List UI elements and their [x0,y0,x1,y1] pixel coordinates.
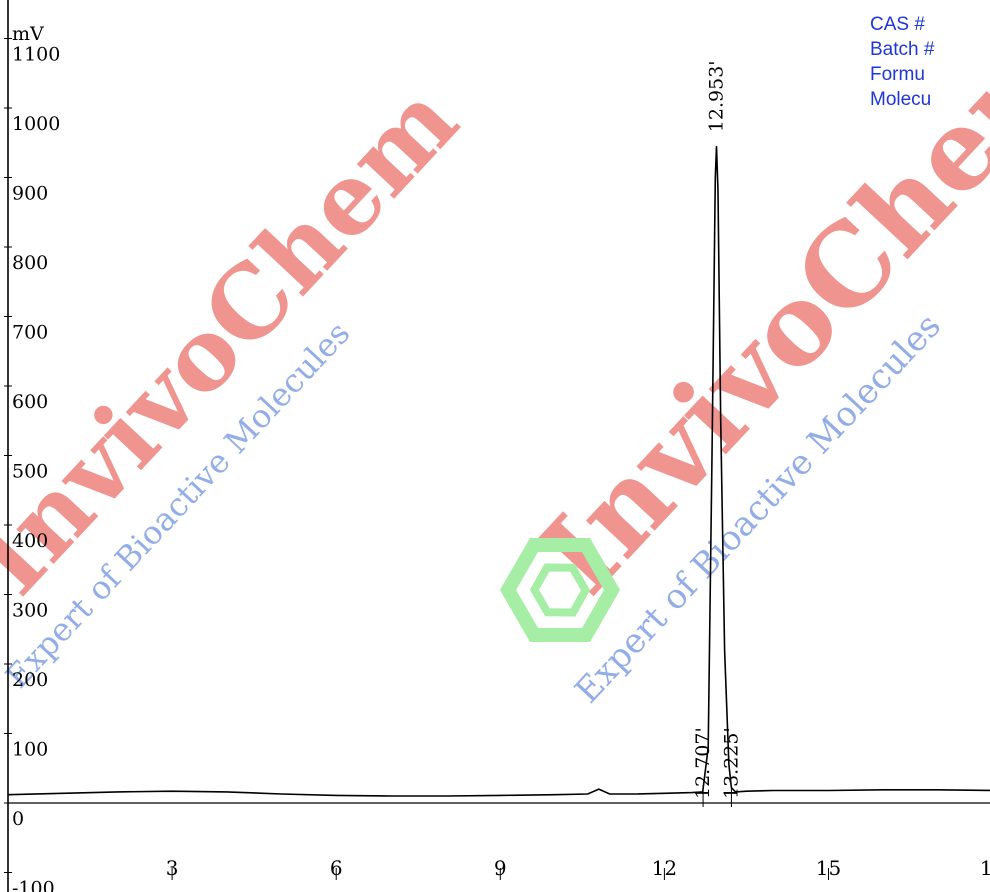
x-tick-label: 12 [652,856,677,880]
x-tick-label: 3 [166,856,179,880]
sample-info-panel: CAS # Batch # Formu Molecu [870,12,934,112]
watermark-logo-icon [499,537,621,643]
y-axis-unit-label: mV [12,23,44,45]
x-ticks: 3 6 9 12 15 18 [166,856,990,880]
watermark-brand-left: InvivoChem [0,63,480,616]
y-tick-label: 300 [12,600,48,622]
y-tick-label: 200 [12,669,48,691]
chromatogram-trace [7,146,990,797]
y-tick-label: 100 [12,739,48,761]
axes: 110010009008007006005004003002001000-100… [4,0,990,892]
watermark: InvivoChem Expert of Bioactive Molecules… [0,0,990,711]
y-tick-label: 400 [12,530,48,552]
y-tick-label: 600 [12,391,48,413]
x-tick-label: 15 [816,856,841,880]
y-tick-label: 800 [12,252,48,274]
cas-number-label: CAS # [870,14,925,35]
peak-label: 12.953' [706,60,728,132]
y-tick-label: -100 [12,878,55,892]
peak-label: 12.707' [692,727,714,799]
formula-label: Formu [870,64,925,85]
y-tick-label: 900 [12,183,48,205]
x-tick-label: 18 [980,856,990,880]
y-tick-label: 1000 [12,113,60,135]
peak-label: 13.225' [720,727,742,799]
x-tick-label: 9 [494,856,507,880]
molecular-weight-label: Molecu [870,89,932,110]
peak-annotations: 12.953' 12.707' 13.225' [692,60,742,807]
batch-number-label: Batch # [870,39,935,60]
y-tick-label: 700 [12,322,48,344]
y-tick-label: 0 [12,808,24,830]
x-tick-label: 6 [330,856,343,880]
y-tick-label: 500 [12,461,48,483]
y-tick-label: 1100 [12,44,60,66]
